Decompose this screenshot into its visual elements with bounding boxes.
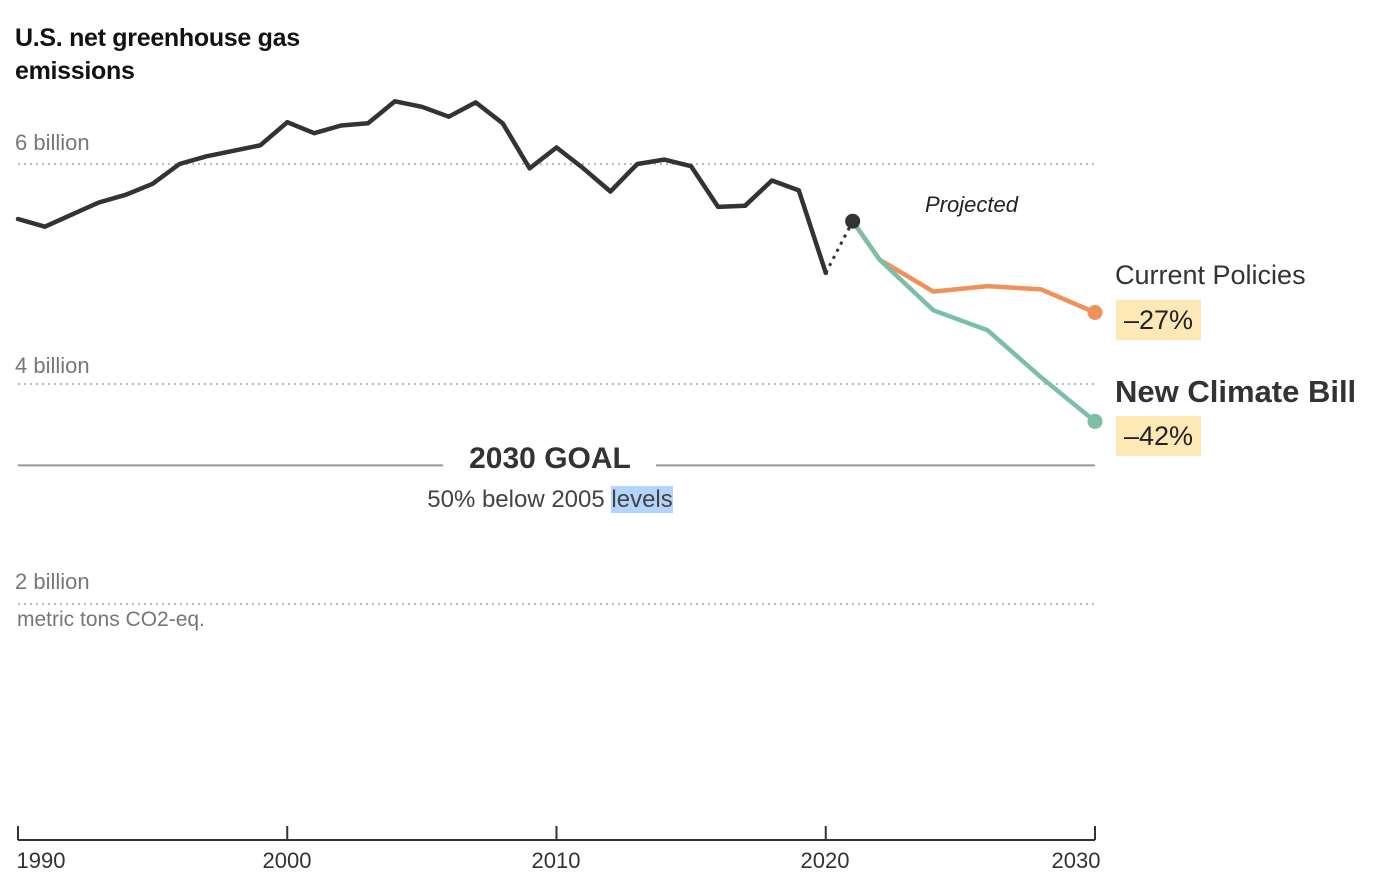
current-policies-endpoint [1087, 305, 1103, 320]
x-tick-label-2010: 2010 [531, 848, 581, 873]
new-climate-bill-endpoint [1087, 413, 1103, 429]
x-tick-label-2030: 2030 [1051, 848, 1101, 873]
goal-subtitle-text: 50% below 2005 [427, 486, 612, 513]
y-tick-label-6b: 6 billion [15, 130, 90, 155]
new-climate-bill-change-badge: –42% [1116, 416, 1202, 456]
y-tick-label-4b: 4 billion [15, 353, 90, 378]
new-climate-bill-label: New Climate Bill [1115, 374, 1357, 409]
projection-start-point [845, 213, 861, 229]
x-axis [17, 826, 1096, 841]
series-line-historical [15, 99, 829, 276]
goal-subtitle-highlight: levels [611, 486, 673, 513]
y-tick-label-2b: 2 billion [15, 569, 90, 594]
goal-title: 2030 GOAL [469, 442, 631, 475]
goal-subtitle: 50% below 2005 levels [0, 486, 1100, 514]
x-tick-label-2000: 2000 [262, 848, 312, 873]
series-layer [15, 99, 1103, 429]
projected-label: Projected [925, 192, 1018, 217]
chart-title: U.S. net greenhouse gas emissions [15, 24, 300, 85]
x-tick-label-1990: 1990 [16, 848, 66, 873]
current-policies-label: Current Policies [1115, 260, 1306, 290]
series-line-projected [824, 220, 855, 274]
x-tick-label-2020: 2020 [800, 848, 850, 873]
current-policies-change-badge: –27% [1116, 300, 1202, 340]
series-line-new-climate-bill [850, 218, 1098, 424]
gridlines [18, 163, 1095, 605]
y-axis-unit-label: metric tons CO2-eq. [17, 608, 205, 631]
